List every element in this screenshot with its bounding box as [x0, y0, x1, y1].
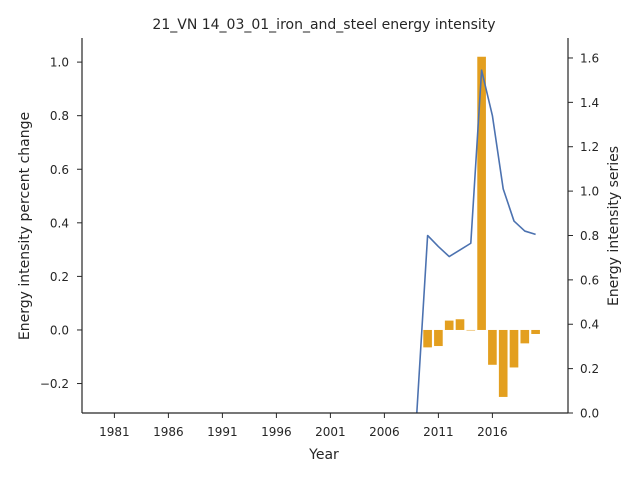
bar: [434, 329, 443, 347]
y-left-tick-label: 0.0: [50, 323, 69, 337]
x-tick-label: 2016: [477, 425, 508, 439]
y-left-tick-label: −0.2: [40, 377, 69, 391]
bar: [498, 329, 508, 397]
x-tick-label: 2006: [369, 425, 400, 439]
x-tick-label: 2001: [315, 425, 346, 439]
y-left-tick-label: 0.8: [50, 109, 69, 123]
y-right-tick-label: 1.0: [580, 185, 599, 199]
chart-title: 21_VN 14_03_01_iron_and_steel energy int…: [152, 17, 495, 33]
bar: [488, 329, 497, 365]
x-tick-label: 1986: [153, 425, 184, 439]
x-tick-label: 1991: [207, 425, 238, 439]
y-axis-label-left: Energy intensity percent change: [17, 112, 33, 340]
x-axis-label: Year: [308, 447, 339, 463]
y-right-tick-label: 1.2: [580, 140, 599, 154]
y-right-tick-label: 0.6: [580, 273, 599, 287]
y-right-tick-label: 1.4: [580, 96, 599, 110]
y-right-tick-label: 0.0: [580, 407, 599, 421]
x-tick-label: 2011: [423, 425, 454, 439]
bar: [444, 320, 454, 330]
bar: [531, 329, 540, 334]
bar: [466, 329, 476, 331]
axes: 1981 1986 1991 1996 2001 2006 2011 2016 −0.2 0.0 0…: [40, 38, 599, 439]
y-right-tick-label: 0.4: [580, 318, 599, 332]
y-left-tick-label: 0.2: [50, 270, 69, 284]
bar: [477, 56, 486, 330]
bar: [509, 329, 519, 368]
plot-area: [416, 56, 540, 414]
x-tick-label: 1996: [261, 425, 292, 439]
y-left-tick-label: 1.0: [50, 56, 69, 70]
x-tick-label: 1981: [99, 425, 130, 439]
y-left-tick-label: 0.6: [50, 163, 69, 177]
y-right-tick-label: 1.6: [580, 51, 599, 65]
series-line: [416, 69, 536, 414]
y-axis-label-right: Energy intensity series: [606, 146, 622, 306]
bar: [423, 329, 432, 348]
bar: [520, 329, 530, 344]
y-right-tick-label: 0.8: [580, 229, 599, 243]
y-right-tick-label: 0.2: [580, 362, 599, 376]
bar: [455, 319, 465, 330]
y-left-tick-label: 0.4: [50, 216, 69, 230]
